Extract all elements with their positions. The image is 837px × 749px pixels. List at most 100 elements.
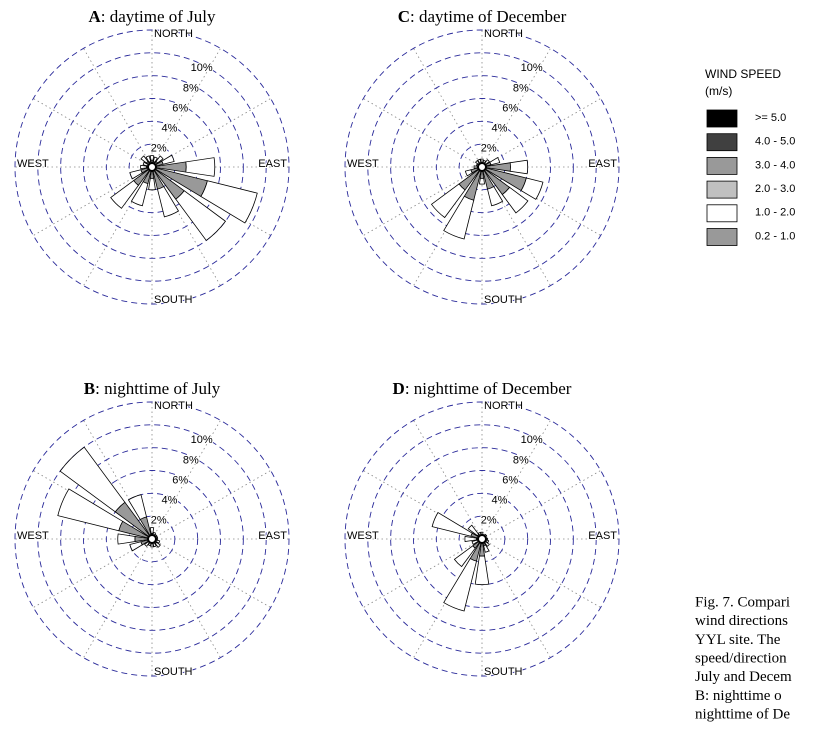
wedge xyxy=(467,524,480,537)
wedge xyxy=(430,183,466,219)
wedge xyxy=(155,155,164,164)
wedge xyxy=(520,177,544,200)
direction-label: NORTH xyxy=(154,400,193,412)
r-tick-label: 6% xyxy=(502,474,518,486)
calm-center xyxy=(477,162,487,172)
wedge xyxy=(148,177,156,191)
legend-swatch xyxy=(706,156,738,175)
caption-line: YYL site. The xyxy=(695,632,781,648)
legend-label: 3.0 - 4.0 xyxy=(755,159,795,171)
calm-center xyxy=(147,534,157,544)
spoke xyxy=(151,420,221,540)
calm-center xyxy=(477,534,487,544)
direction-label: WEST xyxy=(347,530,379,542)
r-tick-label: 10% xyxy=(191,62,213,74)
wedge xyxy=(140,155,149,164)
grid-ring xyxy=(390,447,574,631)
spoke xyxy=(363,538,483,608)
legend-swatch xyxy=(706,180,738,199)
r-tick-label: 10% xyxy=(521,62,543,74)
grid-ring xyxy=(413,470,551,608)
legend-swatch xyxy=(706,228,738,246)
wedge xyxy=(443,195,475,240)
title-text: : daytime of July xyxy=(101,7,216,26)
wedge xyxy=(473,165,478,169)
wedge xyxy=(509,159,529,175)
wedge xyxy=(157,186,180,218)
legend-swatch xyxy=(706,204,738,223)
caption-line: speed/direction xyxy=(695,651,787,667)
outer-ring xyxy=(14,401,290,677)
wedge xyxy=(129,541,143,552)
r-tick-label: 6% xyxy=(172,474,188,486)
wedge xyxy=(149,155,155,161)
legend-label: 0.2 - 1.0 xyxy=(755,230,795,242)
spoke xyxy=(413,48,483,168)
title-text: : nighttime of July xyxy=(95,379,221,398)
wedge xyxy=(152,156,158,163)
wedge xyxy=(130,181,149,207)
grid-ring xyxy=(367,52,597,282)
wedge xyxy=(474,555,490,586)
r-tick-label: 2% xyxy=(151,515,167,527)
title-text: : daytime of December xyxy=(410,7,567,26)
r-tick-label: 2% xyxy=(481,143,497,155)
wedge xyxy=(154,541,161,548)
wedge xyxy=(443,558,477,612)
panel-letter: B xyxy=(84,379,95,398)
wedge xyxy=(175,190,227,242)
spoke xyxy=(481,420,551,540)
r-tick-label: 8% xyxy=(183,454,199,466)
direction-label: EAST xyxy=(588,530,617,542)
legend-label: 2.0 - 3.0 xyxy=(755,183,795,195)
wedge xyxy=(59,446,126,513)
legend-label: >= 5.0 xyxy=(755,112,786,124)
r-tick-label: 8% xyxy=(513,454,529,466)
caption-line: Fig. 7. Compari xyxy=(695,594,790,610)
panel-letter: C xyxy=(398,7,410,26)
grid-ring xyxy=(367,424,597,654)
wedge xyxy=(110,180,139,209)
legend-swatch xyxy=(706,133,738,152)
spoke xyxy=(151,48,221,168)
wedge xyxy=(501,186,529,214)
direction-label: WEST xyxy=(347,158,379,170)
outer-ring xyxy=(14,29,290,305)
direction-label: SOUTH xyxy=(154,666,193,678)
wedge xyxy=(127,494,147,520)
direction-label: EAST xyxy=(258,158,287,170)
grid-ring xyxy=(413,98,551,236)
grid-ring xyxy=(60,75,244,259)
direction-label: NORTH xyxy=(484,28,523,40)
wedge xyxy=(149,527,155,534)
r-tick-label: 4% xyxy=(161,123,177,135)
legend-label: 1.0 - 2.0 xyxy=(755,207,795,219)
title-text: : nighttime of December xyxy=(405,379,572,398)
direction-label: NORTH xyxy=(484,400,523,412)
wedge xyxy=(464,535,477,543)
direction-label: SOUTH xyxy=(154,294,193,306)
r-tick-label: 4% xyxy=(161,495,177,507)
wedge xyxy=(483,544,490,553)
direction-label: WEST xyxy=(17,158,49,170)
wedge xyxy=(140,164,147,170)
outer-ring xyxy=(344,29,620,305)
direction-label: EAST xyxy=(258,530,287,542)
grid-ring xyxy=(105,492,199,586)
spoke xyxy=(481,48,551,168)
wedge xyxy=(487,186,504,207)
grid-ring xyxy=(37,52,267,282)
wedge xyxy=(57,488,124,532)
spoke xyxy=(83,48,153,168)
direction-label: WEST xyxy=(17,530,49,542)
r-tick-label: 2% xyxy=(151,143,167,155)
r-tick-label: 8% xyxy=(513,82,529,94)
wedge xyxy=(161,154,175,165)
caption-line: nighttime of De xyxy=(695,707,790,723)
direction-label: SOUTH xyxy=(484,294,523,306)
panel-letter: A xyxy=(88,7,101,26)
grid-ring xyxy=(37,424,267,654)
wedge xyxy=(431,511,473,537)
